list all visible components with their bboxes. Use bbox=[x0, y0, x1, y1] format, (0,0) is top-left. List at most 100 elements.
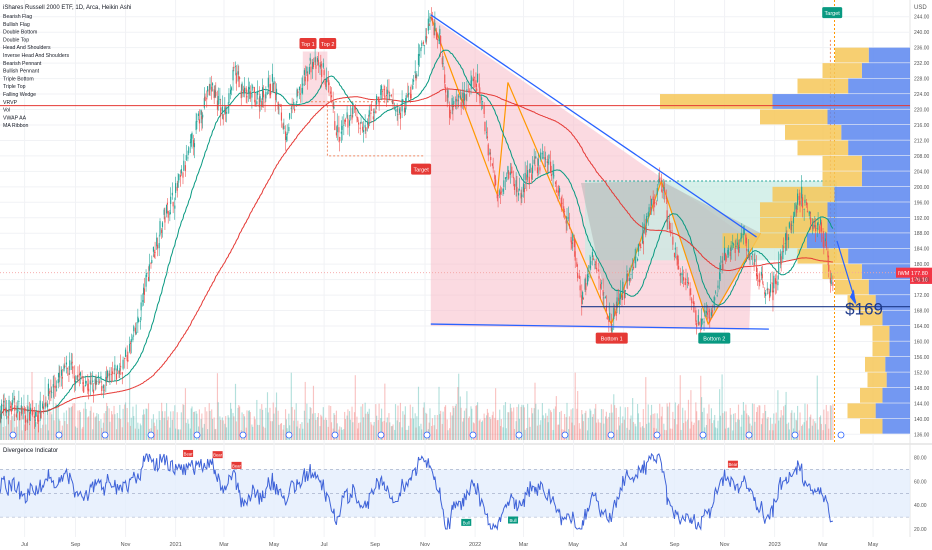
candle-body bbox=[527, 170, 529, 178]
candle-body bbox=[15, 414, 17, 417]
candle-body bbox=[55, 385, 57, 389]
volume-bar bbox=[811, 425, 813, 440]
volume-bar bbox=[732, 430, 734, 440]
candle-body bbox=[798, 196, 800, 200]
volume-bar bbox=[225, 416, 227, 440]
volume-bar bbox=[618, 425, 621, 440]
candle-body bbox=[289, 113, 291, 119]
candle-body bbox=[60, 369, 63, 376]
volume-bar bbox=[335, 410, 338, 440]
volume-bar bbox=[204, 407, 206, 440]
candle-body bbox=[797, 193, 799, 205]
candle-body bbox=[171, 192, 173, 196]
volume-bar bbox=[344, 411, 346, 440]
volume-bar bbox=[671, 428, 673, 440]
volume-bar bbox=[81, 428, 83, 440]
candle-body bbox=[427, 18, 429, 31]
legend-item[interactable]: Vol bbox=[3, 108, 10, 114]
candle-body bbox=[249, 91, 251, 99]
bottom2-label-bg bbox=[698, 332, 731, 344]
legend-item[interactable]: Double Bottom bbox=[3, 30, 37, 36]
candle-body bbox=[29, 407, 31, 414]
volume-bar bbox=[65, 410, 68, 440]
volume-bar bbox=[203, 423, 205, 440]
legend-item[interactable]: Triple Bottom bbox=[3, 76, 34, 82]
legend-item[interactable]: MA Ribbon bbox=[3, 123, 28, 129]
volume-bar bbox=[466, 391, 468, 440]
volume-bar bbox=[470, 406, 472, 440]
candle-body bbox=[695, 310, 697, 322]
legend-item[interactable]: Bullish Flag bbox=[3, 22, 30, 28]
candle-body bbox=[600, 282, 603, 284]
volume-bar bbox=[640, 427, 642, 440]
volume-bar bbox=[689, 428, 691, 440]
volume-bar bbox=[555, 396, 557, 440]
candle-body bbox=[56, 389, 58, 391]
volume-bar bbox=[326, 419, 328, 440]
candle-body bbox=[240, 90, 242, 99]
volume-bar bbox=[785, 391, 787, 440]
volume-bar bbox=[323, 419, 325, 440]
volume-bar bbox=[723, 411, 726, 440]
candle-body bbox=[828, 264, 830, 272]
volume-bar bbox=[378, 403, 380, 440]
candle-body bbox=[814, 224, 816, 228]
volume-bar bbox=[47, 414, 49, 440]
legend-item[interactable]: Falling Wedge bbox=[3, 92, 36, 98]
legend-item[interactable]: VWAP AA bbox=[3, 115, 27, 121]
legend-item[interactable]: Bullish Pennant bbox=[3, 69, 40, 75]
volume-bar bbox=[132, 406, 134, 440]
candle-body bbox=[23, 408, 25, 410]
volume-bar bbox=[365, 413, 367, 440]
rsi-bull-label: Bull bbox=[463, 520, 470, 525]
volume-bar bbox=[496, 420, 498, 440]
candle-body bbox=[481, 101, 484, 103]
volume-bar bbox=[774, 423, 777, 440]
volume-bar bbox=[273, 413, 275, 440]
top2-label-bg bbox=[319, 37, 337, 49]
volume-bar bbox=[760, 424, 763, 440]
price-tick-label: 188.00 bbox=[914, 231, 930, 237]
volume-bar bbox=[94, 417, 96, 440]
indicator-legend[interactable]: Bearish Flag Bullish Flag Double BottomDou… bbox=[3, 14, 69, 129]
volume-bar bbox=[346, 415, 348, 440]
volume-bar bbox=[716, 428, 718, 440]
dividend-marker bbox=[745, 431, 753, 439]
legend-item[interactable]: Bearish Pennant bbox=[3, 61, 42, 67]
candle-body bbox=[301, 87, 303, 94]
candle-body bbox=[71, 361, 73, 364]
candle-body bbox=[299, 93, 301, 95]
candle-body bbox=[142, 300, 144, 302]
volume-bar bbox=[221, 417, 223, 440]
candle-body bbox=[372, 116, 374, 120]
volume-bar bbox=[195, 411, 197, 440]
legend-item[interactable]: Head And Shoulders bbox=[3, 45, 51, 51]
candle-body bbox=[548, 154, 550, 159]
candle-body bbox=[418, 53, 420, 56]
legend-item[interactable]: Triple Top bbox=[3, 84, 26, 90]
volume-bar bbox=[401, 427, 403, 440]
volume-bar bbox=[233, 416, 235, 440]
candle-body bbox=[79, 372, 81, 376]
candle-body bbox=[590, 260, 592, 265]
legend-item[interactable]: Double Top bbox=[3, 37, 29, 43]
volume-bar bbox=[111, 414, 113, 440]
candle-body bbox=[5, 407, 7, 413]
volume-bar bbox=[256, 399, 258, 440]
legend-item[interactable]: VRVP bbox=[3, 100, 18, 106]
candle-body bbox=[624, 290, 626, 292]
dividend-marker bbox=[377, 431, 385, 439]
volume-bar bbox=[503, 405, 505, 440]
candle-body bbox=[637, 258, 639, 261]
volume-bar bbox=[647, 404, 649, 440]
legend-item[interactable]: Bearish Flag bbox=[3, 14, 32, 20]
volume-bar bbox=[829, 405, 831, 440]
vp-row-down bbox=[861, 155, 910, 171]
volume-bar bbox=[142, 414, 144, 440]
candle-body bbox=[89, 380, 91, 385]
candle-body bbox=[654, 202, 656, 203]
legend-item[interactable]: Inverse Head And Shoulders bbox=[3, 53, 69, 59]
vp-row-down bbox=[885, 356, 910, 372]
candle-body bbox=[113, 373, 115, 375]
